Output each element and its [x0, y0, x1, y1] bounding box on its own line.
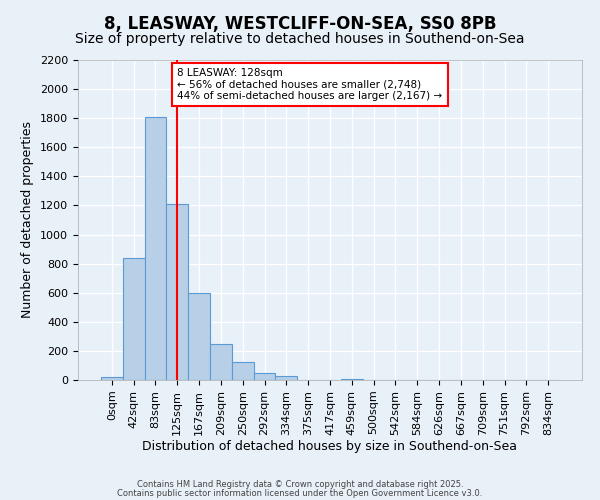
Bar [188, 292, 210, 380]
Y-axis label: Number of detached properties: Number of detached properties [22, 122, 34, 318]
Text: 8, LEASWAY, WESTCLIFF-ON-SEA, SS0 8PB: 8, LEASWAY, WESTCLIFF-ON-SEA, SS0 8PB [104, 15, 496, 33]
Bar [166, 204, 188, 380]
Bar [275, 376, 297, 380]
Text: Contains public sector information licensed under the Open Government Licence v3: Contains public sector information licen… [118, 490, 482, 498]
Bar [232, 362, 254, 380]
Bar [341, 379, 363, 380]
Bar [254, 372, 275, 380]
Text: Contains HM Land Registry data © Crown copyright and database right 2025.: Contains HM Land Registry data © Crown c… [137, 480, 463, 489]
X-axis label: Distribution of detached houses by size in Southend-on-Sea: Distribution of detached houses by size … [143, 440, 517, 454]
Bar [210, 344, 232, 380]
Bar [145, 116, 166, 380]
Text: Size of property relative to detached houses in Southend-on-Sea: Size of property relative to detached ho… [75, 32, 525, 46]
Bar [101, 377, 123, 380]
Text: 8 LEASWAY: 128sqm
← 56% of detached houses are smaller (2,748)
44% of semi-detac: 8 LEASWAY: 128sqm ← 56% of detached hous… [177, 68, 442, 101]
Bar [123, 258, 145, 380]
